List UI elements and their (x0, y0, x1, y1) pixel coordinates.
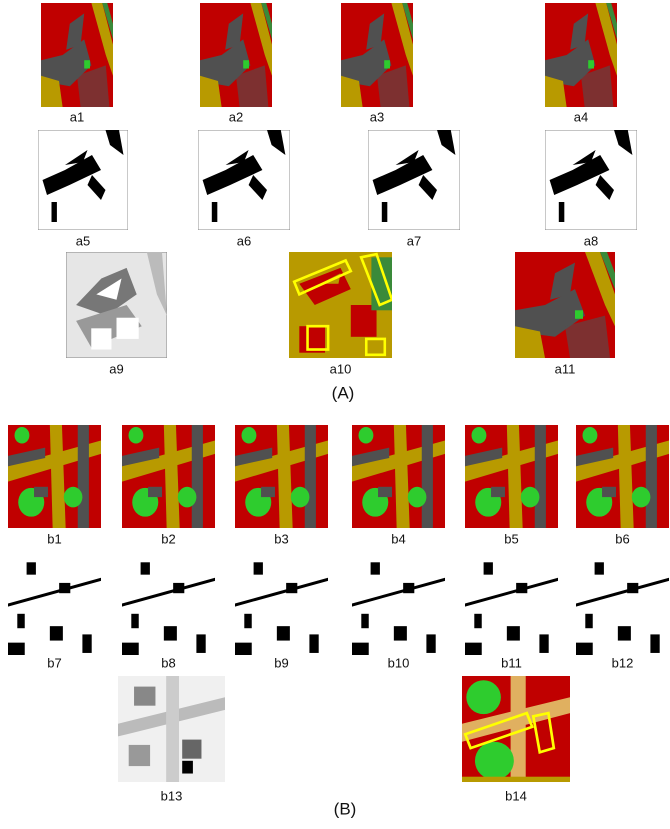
panel-image (122, 425, 215, 528)
panel-label: b8 (161, 655, 175, 670)
panel-image (545, 130, 637, 230)
panel-label: b10 (388, 655, 410, 670)
panel-label: a10 (330, 361, 352, 376)
panel-image (38, 130, 128, 230)
panel-label: b13 (161, 788, 183, 803)
panel-image (122, 552, 215, 655)
caption: (B) (334, 799, 357, 818)
panel-image (465, 552, 558, 655)
panel-label: b3 (274, 531, 288, 546)
panel-image (235, 425, 328, 528)
panel-image (200, 3, 272, 107)
panel-image (118, 676, 225, 782)
panel-label: a7 (407, 233, 421, 248)
panel-label: b2 (161, 531, 175, 546)
page: a1 a2 a3 a4 a5 a6 a7 a8 a9 a10 a11 b1 b2 b3 b4 b5 b6 b7 b8… (0, 0, 670, 824)
panel-label: a9 (109, 361, 123, 376)
panel-image (8, 425, 101, 528)
caption: (A) (332, 383, 355, 402)
panel-image (576, 425, 669, 528)
panel-image (341, 3, 413, 107)
panel-image (352, 425, 445, 528)
panel-label: b5 (504, 531, 518, 546)
panel-image (545, 3, 617, 107)
panel-image (8, 552, 101, 655)
panel-image (41, 3, 113, 107)
panel-label: b7 (47, 655, 61, 670)
panel-label: a5 (76, 233, 90, 248)
panel-label: a4 (574, 109, 588, 124)
figure: a1 a2 a3 a4 a5 a6 a7 a8 a9 a10 a11 b1 b2 b3 b4 b5 b6 b7 b8… (0, 0, 670, 824)
panel-label: b11 (501, 655, 522, 670)
panel-label: b14 (505, 788, 527, 803)
panel-label: a1 (70, 109, 84, 124)
panel-image (198, 130, 290, 230)
panel-image (352, 552, 445, 655)
panel-image (465, 425, 558, 528)
panel-label: b12 (612, 655, 634, 670)
panel-label: a8 (584, 233, 598, 248)
panel-image (576, 552, 669, 655)
panel-image (462, 676, 570, 782)
panel-label: b9 (274, 655, 288, 670)
panel-image (289, 252, 392, 358)
panel-image (235, 552, 328, 655)
panel-image (515, 252, 615, 358)
panel-label: b6 (615, 531, 629, 546)
panel-label: a2 (229, 109, 243, 124)
panel-label: a3 (370, 109, 384, 124)
panel-label: a11 (555, 361, 576, 376)
panel-label: b1 (47, 531, 61, 546)
panel-image (368, 130, 460, 230)
panel-label: b4 (391, 531, 405, 546)
panel-image (66, 252, 167, 358)
panel-label: a6 (237, 233, 251, 248)
